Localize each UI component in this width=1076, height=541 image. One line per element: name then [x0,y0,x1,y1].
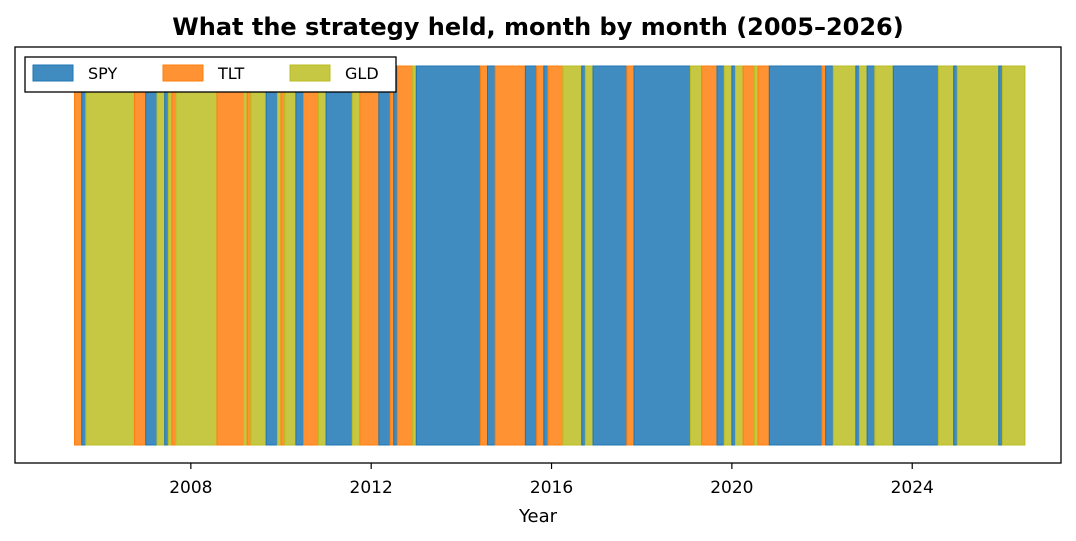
holding-bar-gld [1001,65,1026,446]
holding-bar-spy [164,65,169,446]
holding-bar-gld [276,65,282,446]
holding-bar-gld [858,65,868,446]
x-tick-label: 2016 [530,478,573,498]
x-axis-ticks: 2008 2012 2016 2020 2024 [169,463,934,498]
holding-bar-spy [145,65,158,446]
holding-bar-gld [832,65,857,446]
holding-bar-tlt [479,65,489,446]
x-tick-label: 2008 [169,478,212,498]
holding-bar-spy [592,65,628,446]
holding-bar-gld [175,65,218,446]
holding-bar-spy [415,65,481,446]
legend-label-spy: SPY [88,64,117,83]
holding-bar-spy [866,65,876,446]
legend-label-tlt: TLT [217,64,244,83]
holding-bar-gld [734,65,744,446]
holding-bar-tlt [626,65,635,446]
holding-bar-gld [723,65,733,446]
holding-bar-spy [825,65,834,446]
holding-bar-spy [295,65,305,446]
holding-bar-tlt [171,65,177,446]
holding-bar-tlt [303,65,319,446]
holding-bar-spy [524,65,538,446]
holding-bar-spy [325,65,353,446]
holding-bar-spy [393,65,398,446]
x-tick-label: 2020 [710,478,753,498]
holding-bar-gld [956,65,1000,446]
legend: SPY TLT GLD [24,56,397,93]
legend-swatch-spy [32,64,74,82]
legend-swatch-gld [289,64,331,82]
holding-bar-spy [487,65,496,446]
holding-bar-spy [768,65,823,446]
holding-bar-gld [156,65,166,446]
holding-bar-gld [584,65,594,446]
holding-bar-spy [998,65,1003,446]
holding-bar-tlt [389,65,395,446]
holding-bar-spy [378,65,391,446]
legend-box [24,56,397,93]
holding-bar-spy [81,65,87,446]
holding-bar-tlt [742,65,755,446]
holding-bar-gld [412,65,417,446]
holding-bar-tlt [359,65,380,446]
holding-bar-spy [731,65,736,446]
holding-bar-spy [543,65,549,446]
holding-bar-tlt [547,65,564,446]
plot-frame [14,46,1062,464]
holding-bar-gld [753,65,759,446]
holding-bar-gld [284,65,297,446]
holding-bar-gld [351,65,361,446]
chart-title: What the strategy held, month by month (… [172,13,903,41]
holding-bar-spy [581,65,586,446]
holding-bar-gld [689,65,703,446]
x-axis-label: Year [518,506,558,527]
legend-label-gld: GLD [345,64,379,83]
x-tick-label: 2012 [350,478,393,498]
holding-bar-tlt [821,65,827,446]
holding-bar-spy [716,65,725,446]
holding-bar-tlt [280,65,286,446]
holding-bar-spy [892,65,939,446]
holding-bar-gld [167,65,173,446]
holding-bar-tlt [757,65,770,446]
holding-bar-gld [937,65,955,446]
holding-bar-spy [265,65,278,446]
x-tick-label: 2024 [891,478,934,498]
holding-bar-gld [85,65,135,446]
holding-bar-gld [562,65,583,446]
holding-bar-spy [633,65,691,446]
holding-bar-tlt [494,65,526,446]
holding-bar-gld [317,65,327,446]
holding-bar-spy [855,65,860,446]
holding-bar-tlt [246,65,252,446]
holding-bar-tlt [536,65,545,446]
holding-bar-spy [953,65,958,446]
holding-bar-tlt [74,65,83,446]
holding-bar-tlt [701,65,718,446]
holding-bar-tlt [396,65,414,446]
holding-bar-tlt [133,65,147,446]
holding-bar-gld [874,65,894,446]
holding-bar-gld [243,65,248,446]
holdings-bars [74,65,1026,446]
holding-bar-gld [250,65,267,446]
legend-swatch-tlt [162,64,204,82]
holding-bar-tlt [216,65,245,446]
